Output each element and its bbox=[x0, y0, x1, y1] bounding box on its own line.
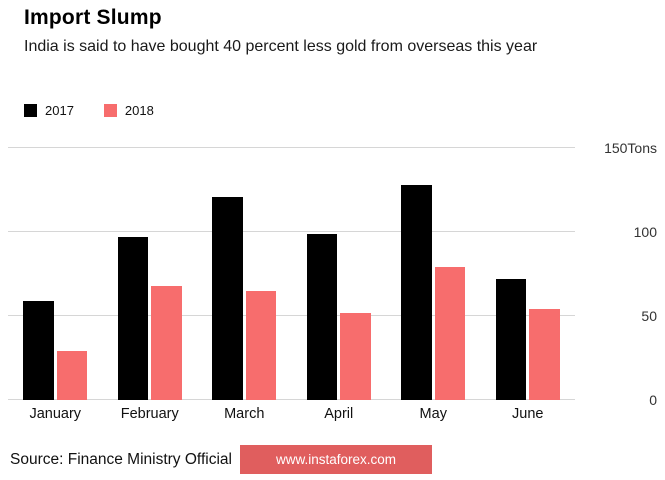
legend-item-2018: 2018 bbox=[103, 103, 154, 118]
x-label-june: June bbox=[512, 406, 544, 422]
bar-2017-may bbox=[401, 184, 432, 400]
x-label-april: April bbox=[324, 406, 354, 422]
bar-2018-march bbox=[245, 290, 277, 400]
y-tick-label-0: 0 bbox=[649, 392, 657, 408]
bar-group-january bbox=[23, 148, 88, 400]
bar-group-march bbox=[212, 148, 277, 400]
legend-label-2018: 2018 bbox=[124, 103, 154, 118]
x-axis-labels: January February March April May June bbox=[8, 406, 575, 422]
y-tick-label-100: 100 bbox=[633, 224, 657, 241]
x-label-may: May bbox=[419, 406, 447, 422]
bar-2017-april bbox=[306, 233, 338, 400]
bar-2018-april bbox=[340, 312, 371, 400]
bar-2018-may bbox=[434, 267, 466, 400]
bar-2017-march bbox=[212, 196, 243, 400]
plot-area bbox=[8, 147, 575, 400]
bar-2018-june bbox=[529, 309, 560, 400]
watermark-banner: www.instaforex.com bbox=[240, 445, 432, 474]
legend: 2017 2018 bbox=[24, 103, 154, 118]
gridline-100 bbox=[8, 231, 575, 232]
chart-title: Import Slump bbox=[24, 6, 162, 29]
x-label-february: February bbox=[120, 406, 179, 422]
y-tick-label-150: 150Tons bbox=[604, 140, 657, 156]
gridline-0 bbox=[8, 399, 575, 400]
legend-item-2017: 2017 bbox=[24, 103, 74, 118]
bar-2017-february bbox=[117, 237, 149, 400]
x-label-january: January bbox=[29, 406, 82, 422]
source-text: Source: Finance Ministry Official bbox=[10, 451, 232, 468]
gridline-50 bbox=[8, 315, 575, 316]
legend-label-2017: 2017 bbox=[45, 103, 74, 118]
bar-group-may bbox=[401, 148, 466, 400]
bar-group-june bbox=[495, 148, 560, 400]
y-axis-labels: 0 50 100 150Tons bbox=[583, 140, 657, 408]
chart-subtitle: India is said to have bought 40 percent … bbox=[24, 38, 538, 55]
y-tick-label-50: 50 bbox=[641, 308, 657, 325]
legend-swatch-2018 bbox=[103, 104, 117, 117]
legend-swatch-2017 bbox=[24, 104, 37, 117]
x-label-march: March bbox=[224, 406, 265, 422]
bar-2017-june bbox=[495, 279, 527, 400]
bar-group-april bbox=[306, 148, 371, 400]
bar-2018-january bbox=[56, 351, 88, 400]
bar-2018-february bbox=[151, 285, 182, 400]
bar-group-february bbox=[117, 148, 182, 400]
bar-2017-january bbox=[23, 300, 54, 400]
gridline-150 bbox=[8, 147, 575, 148]
